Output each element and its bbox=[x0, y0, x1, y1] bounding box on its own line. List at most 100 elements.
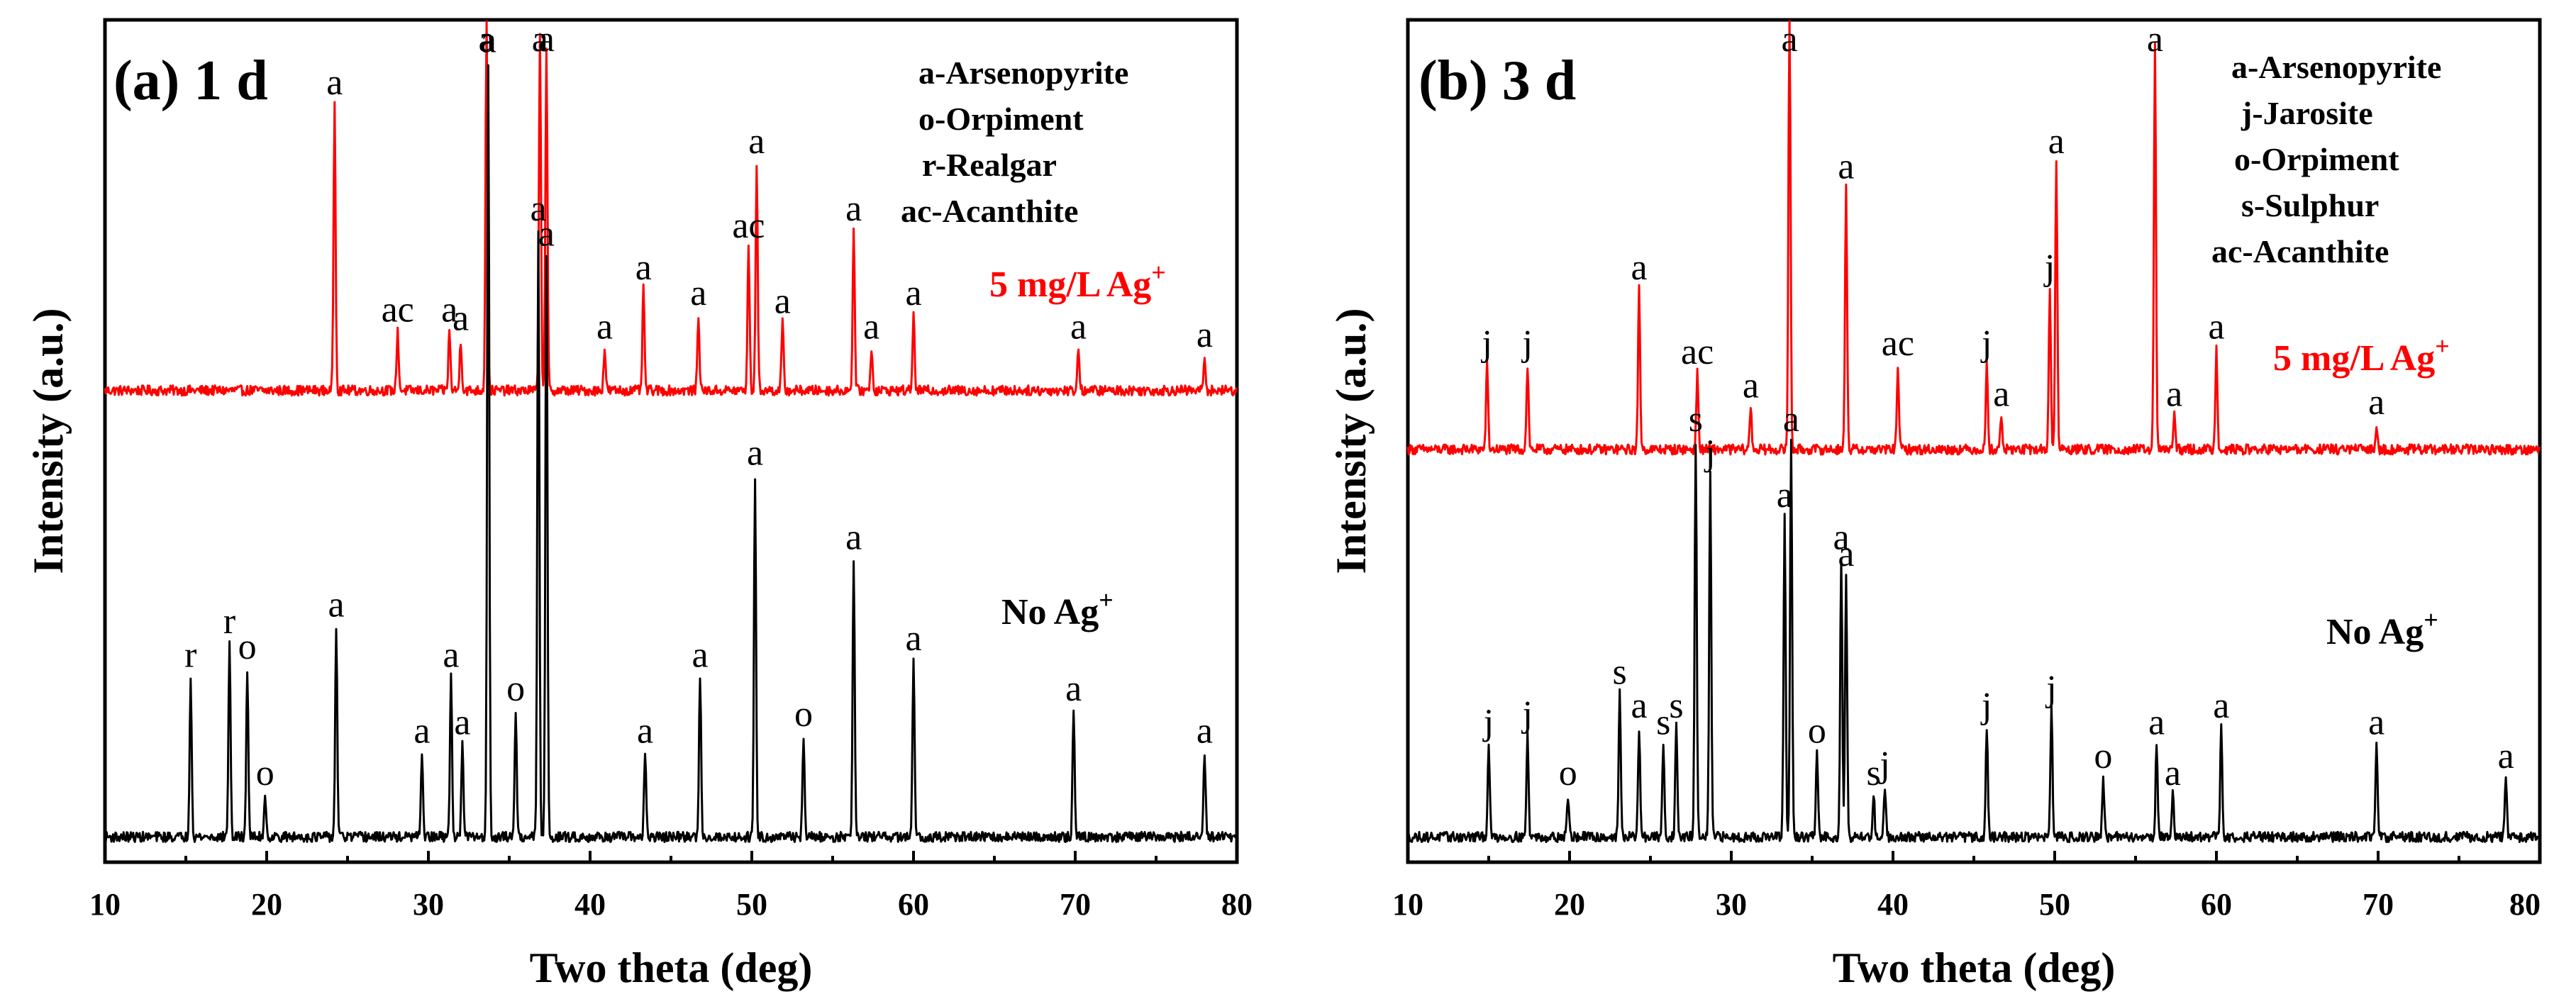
x-axis: 10 20 30 40 50 60 70 80 bbox=[1392, 887, 2541, 922]
peak-label: a bbox=[845, 189, 862, 229]
y-axis-title: Intensity (a.u.) bbox=[25, 308, 72, 574]
series-label-red: 5 mg/L Ag+ bbox=[989, 258, 1166, 305]
peak-label: a bbox=[775, 281, 791, 322]
series-label-red: 5 mg/L Ag+ bbox=[2273, 332, 2450, 379]
panel-b: (b) 3 d a-Arsenopyrite j-Jarosite o-Orpi… bbox=[1328, 18, 2542, 991]
peak-label: a bbox=[863, 306, 879, 347]
peak-label: a bbox=[748, 121, 765, 162]
series-line bbox=[104, 20, 1238, 397]
peak-label: a bbox=[480, 20, 496, 60]
peak-label: a bbox=[1993, 374, 2009, 414]
peak-label: a bbox=[2368, 382, 2385, 423]
peak-label: o bbox=[1808, 711, 1826, 752]
peak-label: a bbox=[443, 635, 459, 676]
peak-label: a bbox=[637, 711, 653, 752]
peak-label: s bbox=[1613, 652, 1627, 692]
legend-entry: s-Sulphur bbox=[2241, 187, 2379, 223]
peak-label: a bbox=[1777, 475, 1793, 515]
x-tick-label: 50 bbox=[736, 887, 767, 922]
peak-label: s bbox=[1867, 753, 1881, 793]
x-tick-label: 10 bbox=[1392, 887, 1423, 922]
peak-label: a bbox=[441, 290, 457, 330]
series-label-sup: + bbox=[1099, 586, 1114, 614]
x-tick-label: 60 bbox=[898, 887, 929, 922]
y-axis-title: Intensity (a.u.) bbox=[1328, 308, 1375, 574]
legend: a-Arsenopyrite o-Orpiment r-Realgar ac-A… bbox=[901, 55, 1128, 229]
peak-label: a bbox=[413, 711, 430, 752]
x-tick-label: 40 bbox=[1877, 887, 1909, 922]
peak-label: s bbox=[1689, 399, 1703, 440]
panel-title: (a) 1 d bbox=[113, 50, 268, 112]
peak-label: a bbox=[538, 19, 555, 60]
peak-label: r bbox=[184, 635, 196, 676]
panel-a: (a) 1 d a-Arsenopyrite o-Orpiment r-Real… bbox=[25, 18, 1253, 991]
series-line bbox=[1407, 438, 2541, 843]
series-label-sup: + bbox=[1151, 258, 1166, 286]
peak-label: a bbox=[532, 19, 548, 60]
x-tick-label: 80 bbox=[2509, 887, 2541, 922]
legend: a-Arsenopyrite j-Jarosite o-Orpiment s-S… bbox=[2211, 49, 2441, 269]
peak-label: a bbox=[2166, 374, 2182, 414]
peak-label: a bbox=[1783, 399, 1799, 440]
peak-label: a bbox=[1070, 306, 1087, 347]
peak-label: a bbox=[479, 19, 495, 60]
peak-label: o bbox=[238, 627, 257, 667]
x-tick-label: 80 bbox=[1221, 887, 1253, 922]
peak-label: a bbox=[328, 584, 344, 625]
legend-entry: ac-Acanthite bbox=[2211, 233, 2389, 269]
peak-label: a bbox=[596, 306, 613, 347]
peak-label: a bbox=[1065, 669, 1082, 709]
x-tick-label: 50 bbox=[2039, 887, 2070, 922]
legend-entry: o-Orpiment bbox=[2234, 141, 2399, 177]
peak-label: ac bbox=[732, 206, 765, 246]
x-tick-label: 70 bbox=[2363, 887, 2394, 922]
peak-label: a bbox=[690, 273, 706, 313]
series-line bbox=[104, 64, 1238, 843]
peak-label: a bbox=[453, 298, 469, 338]
legend-entry: j-Jarosite bbox=[2241, 95, 2373, 131]
series-label-main: 5 mg/L Ag bbox=[989, 264, 1151, 305]
peak-label: a bbox=[747, 433, 763, 474]
x-axis: 10 20 30 40 50 60 70 80 bbox=[89, 887, 1253, 922]
series-label-sup: + bbox=[2435, 332, 2450, 360]
series-label-sup: + bbox=[2424, 606, 2438, 634]
peak-label: ac bbox=[1681, 332, 1714, 372]
peak-label: j bbox=[1521, 694, 1532, 735]
peak-label: j bbox=[1480, 323, 1492, 364]
peak-label: o bbox=[256, 753, 274, 793]
peak-label: a bbox=[2165, 753, 2181, 793]
peak-label: a bbox=[1197, 711, 1213, 752]
peak-label: a bbox=[2213, 686, 2229, 726]
panel-title: (b) 3 d bbox=[1419, 50, 1576, 112]
x-tick-label: 20 bbox=[1554, 887, 1585, 922]
x-tick-label: 70 bbox=[1060, 887, 1091, 922]
peak-label: a bbox=[1631, 247, 1647, 288]
peak-label: j bbox=[1482, 703, 1494, 743]
peak-label: a bbox=[2048, 121, 2065, 162]
peak-label: s bbox=[1656, 703, 1670, 743]
series-label-black: No Ag+ bbox=[2326, 606, 2438, 652]
peak-label: a bbox=[530, 189, 546, 229]
peak-label: a bbox=[905, 618, 921, 659]
peak-label: a bbox=[1743, 365, 1759, 406]
peak-label: a bbox=[635, 247, 652, 288]
peak-label: j bbox=[1704, 433, 1715, 474]
peak-label: a bbox=[1197, 315, 1213, 355]
peak-label: a bbox=[905, 273, 921, 313]
peak-label: a bbox=[2148, 703, 2165, 743]
peak-label: r bbox=[223, 601, 235, 642]
legend-entry: a-Arsenopyrite bbox=[918, 55, 1128, 91]
peak-label: o bbox=[2094, 736, 2112, 776]
peak-label: a bbox=[845, 517, 862, 557]
legend-entry: ac-Acanthite bbox=[901, 193, 1078, 229]
peak-label: o bbox=[794, 694, 813, 735]
peak-label: a bbox=[1782, 19, 1798, 60]
peak-label: a bbox=[538, 214, 555, 255]
peak-label: o bbox=[506, 669, 525, 709]
series-label-main: 5 mg/L Ag bbox=[2273, 338, 2435, 379]
plot-frame bbox=[103, 18, 1239, 864]
x-tick-label: 10 bbox=[89, 887, 121, 922]
series-label-main: No Ag bbox=[2326, 612, 2424, 652]
